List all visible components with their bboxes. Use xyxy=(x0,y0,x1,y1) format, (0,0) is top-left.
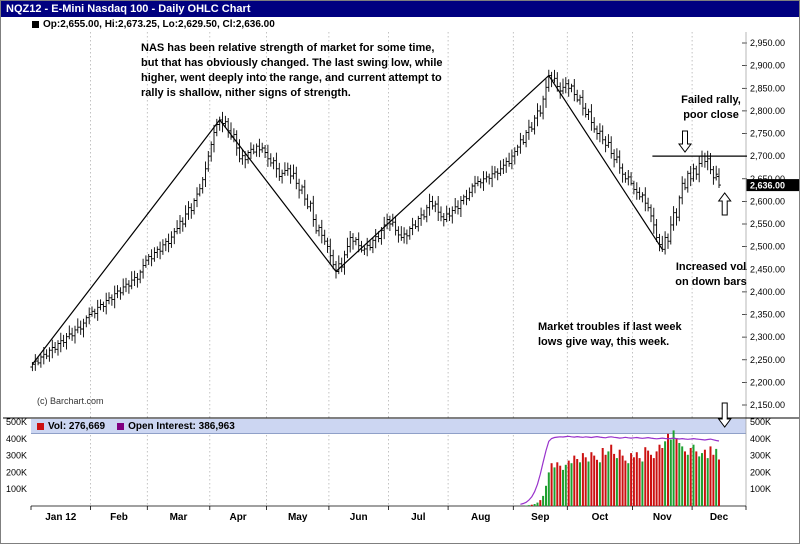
ohlc-bars xyxy=(30,69,721,372)
title-bar: NQZ12 - E-Mini Nasdaq 100 - Daily OHLC C… xyxy=(1,1,799,17)
annotation-failed-rally: Failed rally, poor close xyxy=(681,94,741,121)
volume-spike-arrow xyxy=(717,402,732,428)
month-gridlines xyxy=(30,32,747,510)
volume-axis: 500K 500K 400K 400K 300K 300K 200K 200K 100K 100K xyxy=(6,417,771,494)
annotation-increased-volume: Increased vol on down bars xyxy=(675,261,747,288)
open-interest-label: Open Interest: 386,963 xyxy=(128,420,235,432)
svg-text:Jul: Jul xyxy=(411,512,426,523)
copyright-label: (c) Barchart.com xyxy=(37,396,104,406)
svg-text:Sep: Sep xyxy=(531,512,549,523)
svg-text:200K: 200K xyxy=(6,467,27,477)
svg-text:2,636.00: 2,636.00 xyxy=(750,181,785,191)
svg-text:Aug: Aug xyxy=(471,512,490,523)
svg-text:Apr: Apr xyxy=(229,512,246,523)
month-axis-labels: Jan 12 Feb Mar Apr May Jun Jul Aug Sep Oct Nov Dec xyxy=(45,512,728,523)
svg-text:500K: 500K xyxy=(750,417,771,427)
open-interest-marker-icon xyxy=(117,422,125,430)
volume-marker-icon xyxy=(37,422,44,430)
svg-text:2,450.00: 2,450.00 xyxy=(750,264,785,274)
svg-text:300K: 300K xyxy=(750,451,771,461)
chart-title: NQZ12 - E-Mini Nasdaq 100 - Daily OHLC C… xyxy=(6,3,251,15)
svg-text:400K: 400K xyxy=(6,434,27,444)
svg-text:May: May xyxy=(288,512,308,523)
svg-text:2,350.00: 2,350.00 xyxy=(750,310,785,320)
svg-text:2,200.00: 2,200.00 xyxy=(750,377,785,387)
svg-text:2,650.00: 2,650.00 xyxy=(750,174,785,184)
svg-text:2,250.00: 2,250.00 xyxy=(750,355,785,365)
svg-text:2,750.00: 2,750.00 xyxy=(750,129,785,139)
open-interest-line xyxy=(520,435,720,505)
svg-text:300K: 300K xyxy=(6,451,27,461)
svg-text:2,550.00: 2,550.00 xyxy=(750,219,785,229)
failed-rally-arrow xyxy=(678,130,692,153)
svg-text:Dec: Dec xyxy=(710,512,729,523)
trend-lines xyxy=(31,74,663,365)
svg-text:2,950.00: 2,950.00 xyxy=(750,38,785,48)
svg-text:2,900.00: 2,900.00 xyxy=(750,61,785,71)
svg-text:100K: 100K xyxy=(750,484,771,494)
last-price-tag: 2,636.00 xyxy=(746,179,799,192)
svg-text:Feb: Feb xyxy=(110,512,128,523)
annotation-market-troubles: Market troubles if last week lows give w… xyxy=(538,321,682,348)
svg-text:2,400.00: 2,400.00 xyxy=(750,287,785,297)
svg-text:2,700.00: 2,700.00 xyxy=(750,151,785,161)
ohlc-legend: Op:2,655.00, Hi:2,673.25, Lo:2,629.50, C… xyxy=(1,17,799,32)
series-marker-icon xyxy=(32,21,39,28)
volume-legend-band: Vol: 276,669 Open Interest: 386,963 xyxy=(31,419,746,434)
svg-text:Mar: Mar xyxy=(170,512,188,523)
svg-text:Jun: Jun xyxy=(350,512,368,523)
svg-text:500K: 500K xyxy=(6,417,27,427)
svg-text:200K: 200K xyxy=(750,467,771,477)
svg-text:2,300.00: 2,300.00 xyxy=(750,332,785,342)
svg-text:2,500.00: 2,500.00 xyxy=(750,242,785,252)
svg-text:2,150.00: 2,150.00 xyxy=(750,400,785,410)
svg-text:Oct: Oct xyxy=(592,512,609,523)
svg-text:2,850.00: 2,850.00 xyxy=(750,83,785,93)
svg-text:Nov: Nov xyxy=(653,512,672,523)
rally-attempt-arrow xyxy=(717,192,732,216)
svg-text:Jan 12: Jan 12 xyxy=(45,512,77,523)
annotation-main-commentary: NAS has been relative strength of market… xyxy=(141,42,443,99)
volume-bars xyxy=(525,430,720,506)
svg-text:2,600.00: 2,600.00 xyxy=(750,196,785,206)
svg-text:100K: 100K xyxy=(6,484,27,494)
price-axis: 2,950.00 2,900.00 2,850.00 2,800.00 2,750.00… xyxy=(742,38,785,410)
ohlc-values: Op:2,655.00, Hi:2,673.25, Lo:2,629.50, C… xyxy=(43,19,275,30)
svg-text:2,800.00: 2,800.00 xyxy=(750,106,785,116)
volume-label: Vol: 276,669 xyxy=(48,420,106,432)
svg-text:400K: 400K xyxy=(750,434,771,444)
annotation-arrows xyxy=(678,130,732,428)
